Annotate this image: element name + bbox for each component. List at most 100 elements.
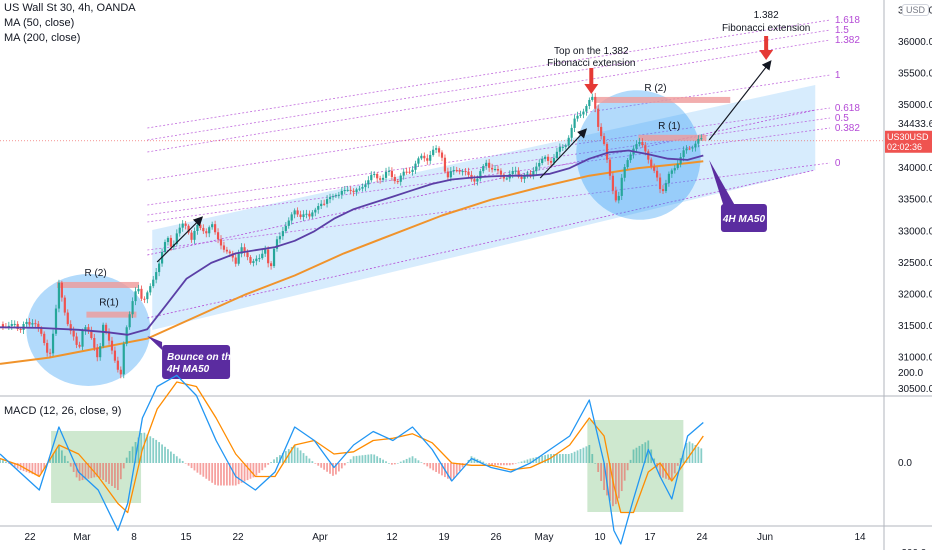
candle-body [346,189,349,191]
candle-body [352,190,355,193]
macd-histogram-bar [458,463,461,472]
candle-body [561,146,564,148]
candle-body [576,115,579,119]
fib-label-0: 0 [835,158,841,169]
macd-histogram-bar [417,460,420,463]
time-axis: 22 Mar 8 15 22 Apr 12 19 26 May 10 17 24 Jun 14 [24,532,866,543]
macd-histogram-bar [158,442,161,463]
candle-body [499,170,503,175]
candle-body [278,236,282,240]
macd-legend: MACD (12, 26, close, 9) [4,405,122,417]
candle-body [505,178,508,180]
candle-body [63,297,66,313]
candle-body [43,333,46,343]
macd-histogram-bar [49,459,51,463]
candle-body [644,145,647,152]
candle-body [658,177,662,190]
candle-body [140,288,143,299]
macd-histogram-bar [502,463,505,466]
macd-histogram-bar [582,447,585,463]
candle-body [458,170,461,172]
macd-histogram-bar [225,463,228,486]
macd-histogram-bar [4,461,7,463]
macd-histogram-bar [452,463,455,479]
macd-histogram-bar [541,455,544,463]
candle-body [1,324,5,327]
candle-body [7,325,10,327]
time-tick-label: 14 [854,532,866,543]
price-tick-label: 36000.0 [898,37,932,48]
bounce-callout-pointer [147,336,163,350]
currency-badge[interactable]: USD [902,4,930,16]
macd-histogram-bar [211,463,214,483]
macd-histogram-bar [58,445,60,463]
macd-histogram-bar [455,463,458,475]
macd-histogram-bar [667,463,670,480]
zone-ellipse-right [576,90,701,220]
macd-histogram-bar [199,463,202,475]
macd-histogram-bar [187,463,190,466]
macd-histogram-bar [296,447,299,463]
macd-histogram-bar [337,463,340,472]
candle-body [104,324,108,332]
macd-histogram-bar [273,459,275,463]
candle-body [585,105,588,112]
candle-body [40,327,43,334]
candle-body [252,261,255,263]
macd-histogram-bar [184,463,187,464]
arrow-target [708,60,772,141]
candle-body [544,156,547,159]
time-tick-label: 10 [594,532,606,543]
candle-body [694,143,697,148]
candle-body [432,149,435,155]
arrow-breakout [156,216,204,263]
time-tick-label: Jun [757,532,773,543]
macd-histogram-bar [659,463,661,477]
macd-histogram-bar [87,463,90,479]
fib-line-0.618 [147,107,831,206]
candle-body [258,258,261,260]
target-value: 1.382 [754,10,779,21]
macd-histogram-bar [302,453,305,463]
chart-title: US Wall St 30, 4h, OANDA [4,2,136,14]
macd-histogram-bar [432,463,435,471]
macd-histogram-bar [116,463,119,490]
candle-body [181,223,184,228]
macd-histogram-bar [134,442,137,463]
macd-histogram-bar [314,463,317,464]
price-tick-label: 35000.0 [898,100,932,111]
macd-histogram-bar [0,458,1,463]
candle-body [555,151,559,159]
time-tick-label: 22 [232,532,244,543]
candle-body [700,138,703,140]
macd-histogram-bar [170,451,172,463]
macd-tick-label: 200.0 [898,368,923,379]
candle-body [110,340,114,351]
candle-body [264,249,267,254]
macd-histogram-bar [688,441,691,463]
macd-histogram-bar [529,458,532,463]
candle-body [390,170,394,177]
candle-body [408,171,411,173]
candle-body [340,190,343,195]
candle-body [423,155,426,159]
macd-histogram-bar [284,451,287,463]
macd-histogram-bar [2,460,4,463]
macd-histogram-bar [326,463,328,472]
ma200-line [0,160,704,365]
macd-histogram-bar [111,463,113,486]
price-tick-label: 34000.0 [898,163,932,174]
candle-body [51,333,55,354]
price-tick-label: 31000.0 [898,353,932,364]
time-tick-label: Apr [312,532,328,543]
macd-histogram-bar [137,437,140,463]
macd-histogram-bar [140,433,143,463]
target-note: Fibonacci extension [722,23,810,34]
candle-body [234,257,237,264]
macd-histogram-bar [414,458,417,463]
candle-body [261,253,264,259]
macd-histogram-bar [93,463,96,478]
macd-histogram-bar [63,455,66,463]
candle-body [611,175,615,191]
